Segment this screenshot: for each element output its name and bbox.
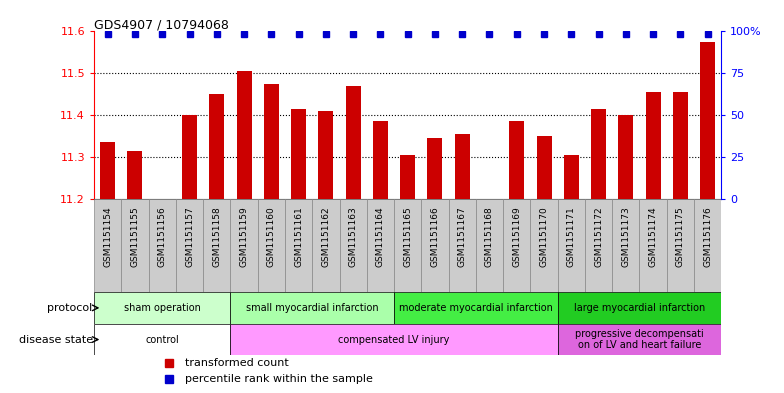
Bar	[230, 324, 557, 355]
Bar	[645, 92, 661, 199]
Text: protocol: protocol	[48, 303, 93, 313]
Text: GSM1151155: GSM1151155	[130, 206, 140, 267]
Text: GSM1151171: GSM1151171	[567, 206, 575, 267]
Bar	[230, 199, 258, 292]
Bar	[346, 86, 361, 199]
Bar	[203, 199, 230, 292]
Bar	[557, 199, 585, 292]
Text: GSM1151154: GSM1151154	[103, 206, 112, 267]
Text: GSM1151156: GSM1151156	[158, 206, 167, 267]
Bar	[318, 111, 333, 199]
Bar	[427, 138, 442, 199]
Text: GSM1151163: GSM1151163	[349, 206, 358, 267]
Bar	[264, 84, 279, 199]
Text: GSM1151162: GSM1151162	[321, 206, 330, 267]
Bar	[94, 292, 230, 324]
Bar	[209, 94, 224, 199]
Bar	[373, 121, 388, 199]
Bar	[182, 115, 197, 199]
Text: GSM1151157: GSM1151157	[185, 206, 194, 267]
Text: percentile rank within the sample: percentile rank within the sample	[185, 374, 373, 384]
Text: sham operation: sham operation	[124, 303, 201, 313]
Bar	[557, 292, 721, 324]
Bar	[510, 121, 524, 199]
Bar	[258, 199, 285, 292]
Bar	[455, 134, 470, 199]
Text: GDS4907 / 10794068: GDS4907 / 10794068	[94, 18, 229, 31]
Bar	[400, 155, 416, 199]
Text: compensated LV injury: compensated LV injury	[339, 334, 450, 345]
Bar	[564, 155, 579, 199]
Bar	[339, 199, 367, 292]
Text: GSM1151167: GSM1151167	[458, 206, 466, 267]
Bar	[531, 199, 557, 292]
Bar	[640, 199, 666, 292]
Bar	[694, 199, 721, 292]
Text: GSM1151161: GSM1151161	[294, 206, 303, 267]
Bar	[421, 199, 448, 292]
Bar	[100, 142, 115, 199]
Bar	[673, 92, 688, 199]
Bar	[394, 292, 557, 324]
Text: transformed count: transformed count	[185, 358, 289, 368]
Bar	[94, 324, 230, 355]
Bar	[700, 42, 715, 199]
Text: GSM1151165: GSM1151165	[403, 206, 412, 267]
Bar	[149, 199, 176, 292]
Bar	[128, 151, 143, 199]
Bar	[503, 199, 531, 292]
Bar	[94, 199, 122, 292]
Bar	[448, 199, 476, 292]
Bar	[666, 199, 694, 292]
Text: GSM1151170: GSM1151170	[539, 206, 549, 267]
Text: GSM1151173: GSM1151173	[622, 206, 630, 267]
Text: GSM1151174: GSM1151174	[648, 206, 658, 267]
Bar	[312, 199, 339, 292]
Text: GSM1151166: GSM1151166	[430, 206, 440, 267]
Bar	[394, 199, 421, 292]
Text: GSM1151172: GSM1151172	[594, 206, 603, 267]
Text: GSM1151159: GSM1151159	[240, 206, 249, 267]
Text: GSM1151164: GSM1151164	[376, 206, 385, 267]
Bar	[367, 199, 394, 292]
Text: small myocardial infarction: small myocardial infarction	[246, 303, 379, 313]
Text: large myocardial infarction: large myocardial infarction	[574, 303, 705, 313]
Bar	[122, 199, 149, 292]
Text: disease state: disease state	[19, 334, 93, 345]
Bar	[237, 71, 252, 199]
Text: GSM1151169: GSM1151169	[512, 206, 521, 267]
Bar	[612, 199, 640, 292]
Text: GSM1151158: GSM1151158	[212, 206, 221, 267]
Bar	[591, 109, 606, 199]
Bar	[476, 199, 503, 292]
Text: progressive decompensati
on of LV and heart failure: progressive decompensati on of LV and he…	[575, 329, 704, 350]
Bar	[285, 199, 312, 292]
Text: GSM1151176: GSM1151176	[703, 206, 712, 267]
Bar	[619, 115, 633, 199]
Text: GSM1151160: GSM1151160	[267, 206, 276, 267]
Text: control: control	[145, 334, 179, 345]
Bar	[585, 199, 612, 292]
Text: moderate myocardial infarction: moderate myocardial infarction	[399, 303, 553, 313]
Bar	[230, 292, 394, 324]
Bar	[176, 199, 203, 292]
Bar	[536, 136, 551, 199]
Bar	[557, 324, 721, 355]
Bar	[291, 109, 306, 199]
Text: GSM1151168: GSM1151168	[485, 206, 494, 267]
Text: GSM1151175: GSM1151175	[676, 206, 685, 267]
